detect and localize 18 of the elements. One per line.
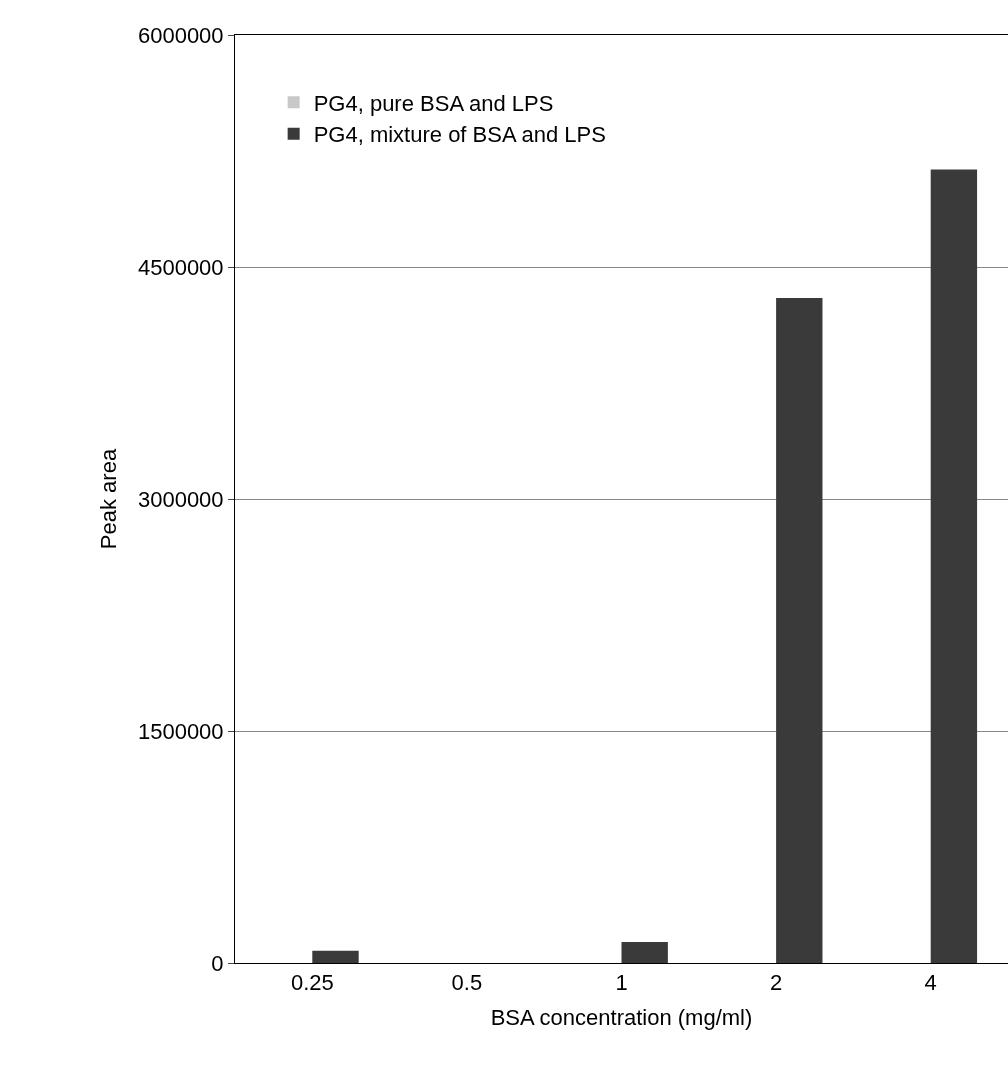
- x-tick-label: 0.5: [451, 970, 483, 996]
- y-tick-label: 1500000: [137, 718, 224, 744]
- y-axis-title: Peak area: [95, 448, 121, 550]
- y-tick-label: 3000000: [137, 486, 224, 512]
- bar: [776, 297, 823, 963]
- bar: [930, 169, 978, 963]
- x-axis-title: BSA concentration (mg/ml): [490, 1005, 753, 1031]
- legend-label: PG4, pure BSA and LPS: [313, 90, 554, 116]
- bar: [312, 950, 359, 963]
- x-tick-label: 0.25: [290, 970, 334, 996]
- legend-label: PG4, mixture of BSA and LPS: [313, 122, 606, 148]
- y-tick-label: 4500000: [137, 254, 224, 280]
- bar: [621, 942, 668, 963]
- x-tick-label: 1: [615, 970, 628, 996]
- x-tick-label: 2: [769, 970, 783, 996]
- y-tick-label: 6000000: [137, 22, 224, 48]
- y-tick-label: 0: [211, 950, 224, 976]
- x-tick-label: 4: [924, 970, 937, 996]
